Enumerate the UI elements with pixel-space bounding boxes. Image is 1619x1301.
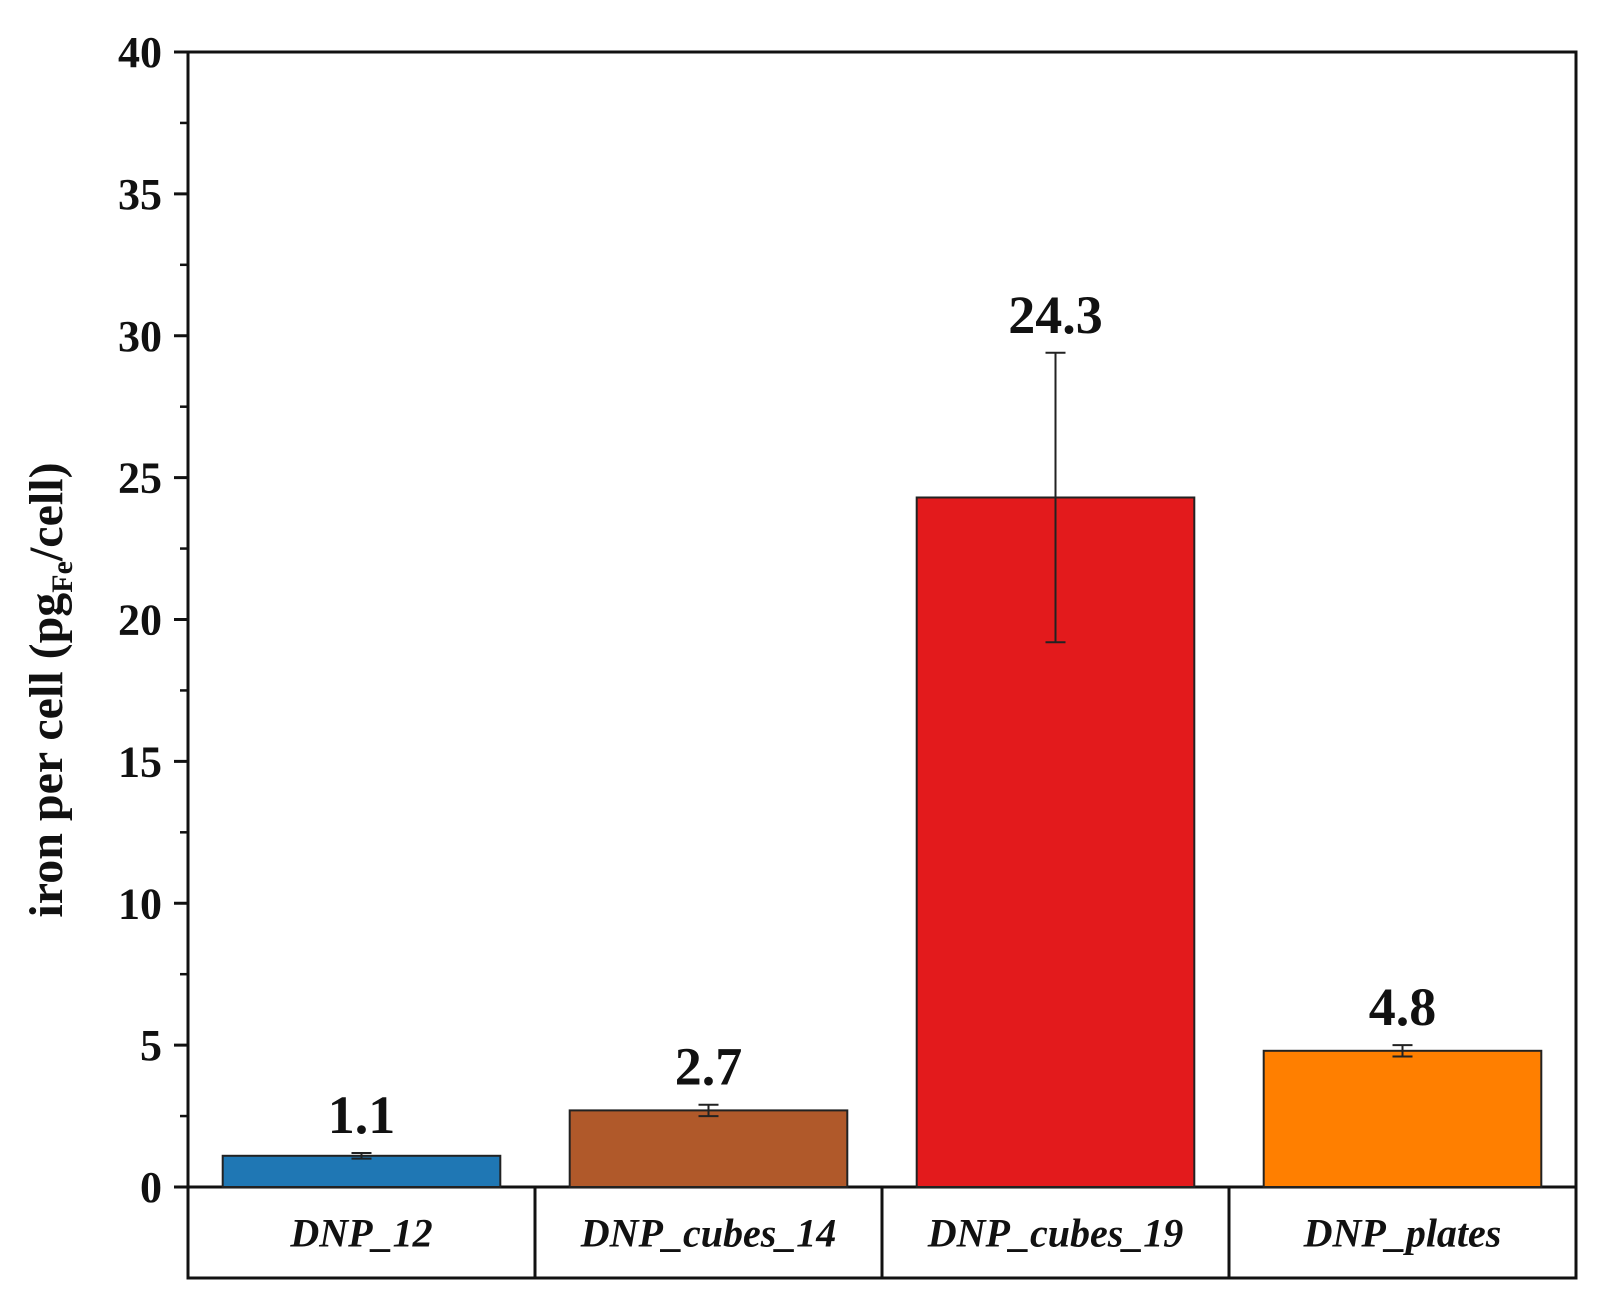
y-axis-label: iron per cell (pgFe/cell) <box>20 462 79 917</box>
bar-dnp-cubes-14 <box>568 1109 849 1188</box>
y-axis-label-main: iron per cell (pg <box>20 593 73 918</box>
value-label: 24.3 <box>1008 285 1103 345</box>
y-tick-label: 10 <box>118 879 162 928</box>
bar-dnp-12 <box>221 1154 502 1188</box>
bars-group <box>221 351 1543 1189</box>
y-tick-label: 5 <box>140 1021 162 1070</box>
y-tick-label: 35 <box>118 170 162 219</box>
y-axis-ticks: 0 5 10 15 20 25 30 35 40 <box>118 28 188 1212</box>
y-axis-label-subscript: Fe <box>46 561 79 593</box>
category-table: DNP_12 DNP_cubes_14 DNP_cubes_19 DNP_plates <box>289 1187 1501 1278</box>
category-label: DNP_plates <box>1303 1211 1502 1256</box>
y-axis-label-suffix: /cell) <box>20 462 73 562</box>
y-tick-label: 40 <box>118 28 162 77</box>
bar-dnp-plates <box>1262 1049 1543 1189</box>
value-label: 1.1 <box>328 1085 396 1145</box>
value-label: 2.7 <box>675 1037 743 1097</box>
y-tick-label: 25 <box>118 454 162 503</box>
y-tick-label: 30 <box>118 312 162 361</box>
category-label: DNP_cubes_19 <box>927 1211 1184 1256</box>
category-label: DNP_12 <box>289 1211 432 1256</box>
value-label: 4.8 <box>1369 977 1437 1037</box>
y-tick-label: 15 <box>118 737 162 786</box>
category-label: DNP_cubes_14 <box>580 1211 837 1256</box>
y-tick-label: 0 <box>140 1163 162 1212</box>
value-labels-group: 1.1 2.7 24.3 4.8 <box>328 285 1437 1145</box>
y-tick-label: 20 <box>118 596 162 645</box>
